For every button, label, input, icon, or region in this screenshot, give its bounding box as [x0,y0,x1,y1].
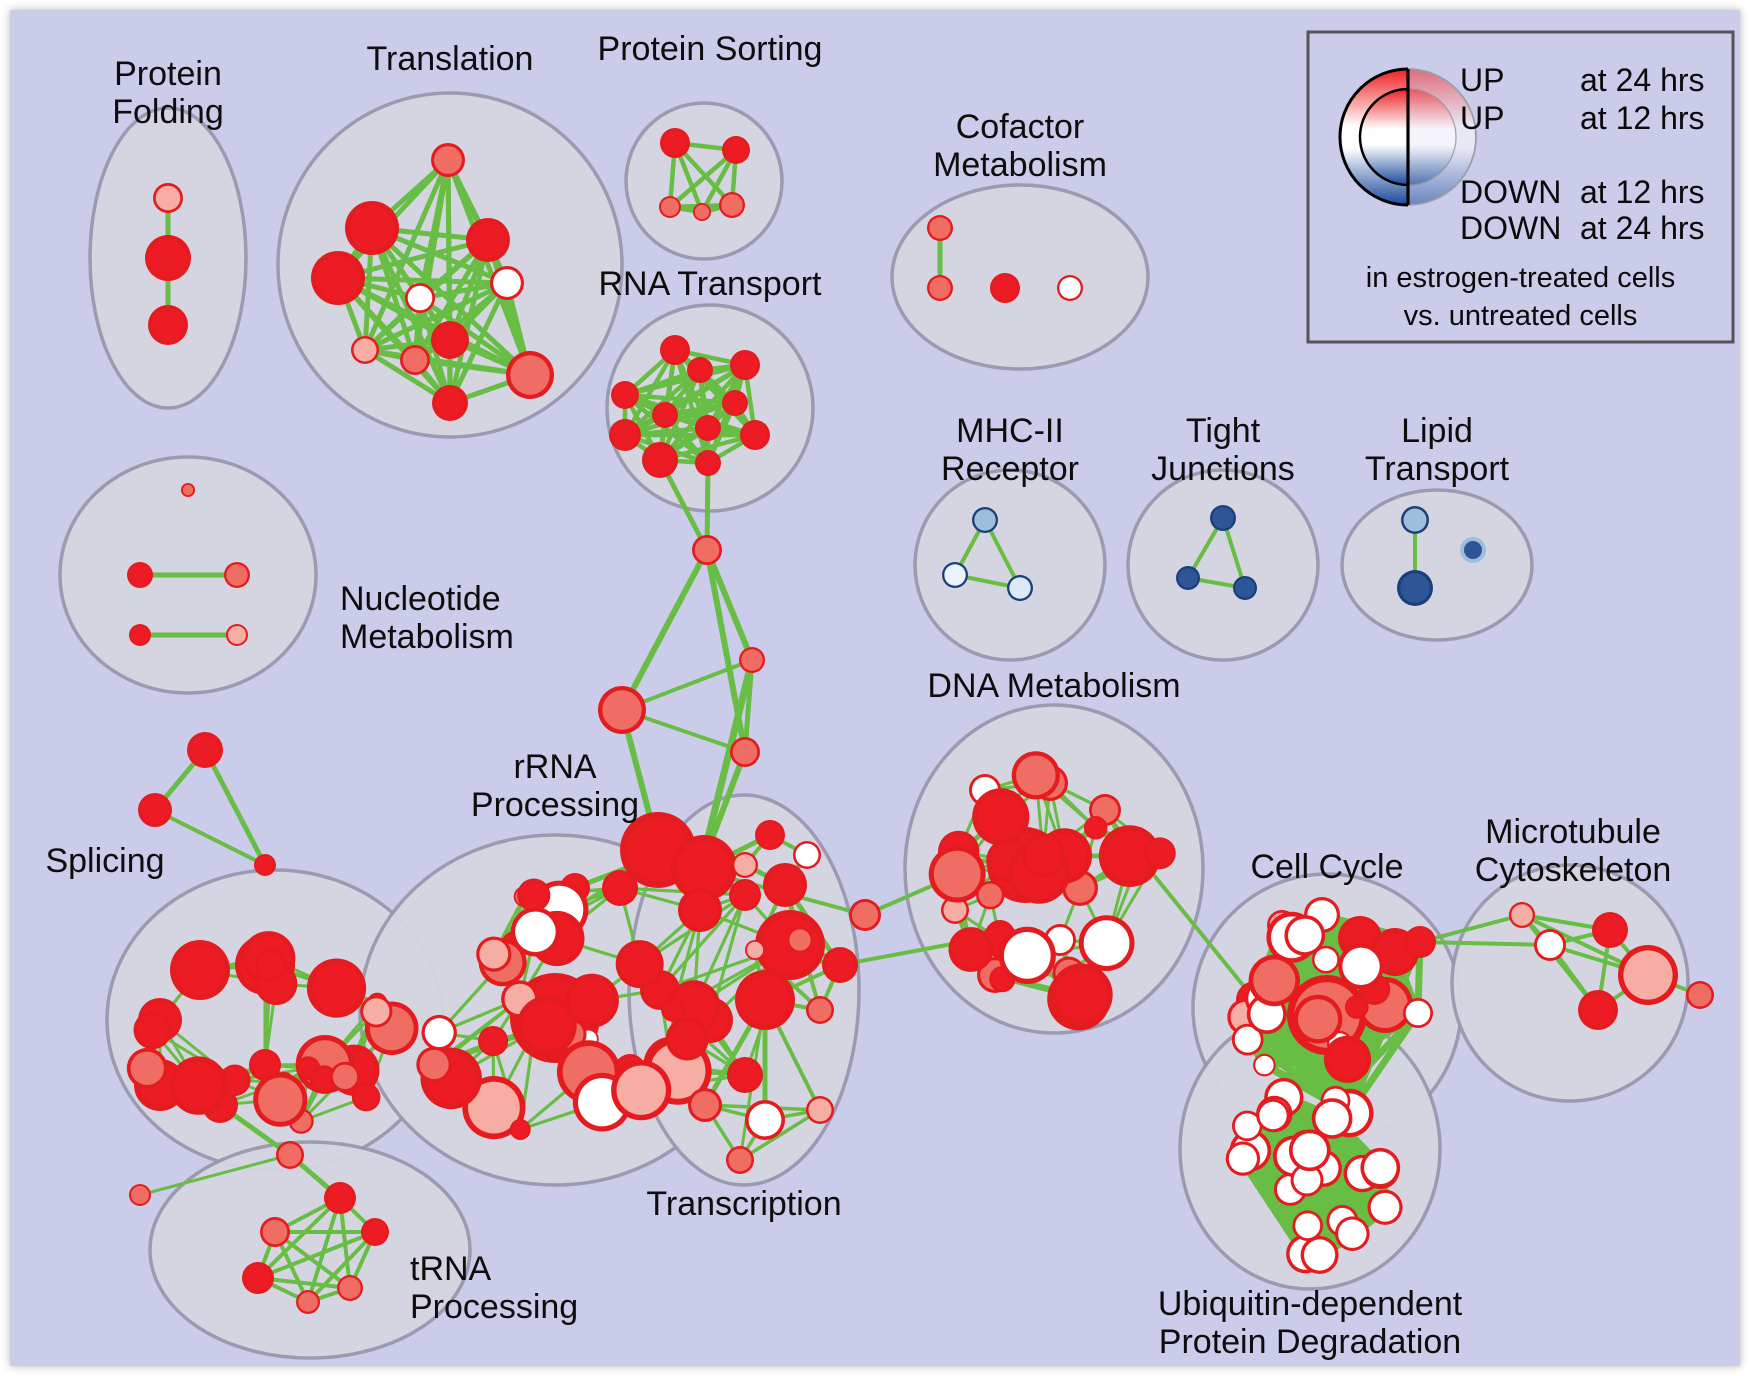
svg-text:Processing: Processing [410,1288,578,1326]
svg-text:at 24 hrs: at 24 hrs [1580,62,1705,98]
svg-text:Junctions: Junctions [1151,450,1295,488]
svg-text:Lipid: Lipid [1401,412,1473,450]
svg-text:Processing: Processing [471,786,639,824]
svg-text:MHC-II: MHC-II [956,412,1064,450]
svg-text:Splicing: Splicing [45,842,164,880]
svg-text:UP: UP [1460,100,1504,136]
svg-text:vs. untreated cells: vs. untreated cells [1404,300,1638,332]
svg-text:DNA Metabolism: DNA Metabolism [927,667,1180,705]
svg-text:at 12 hrs: at 12 hrs [1580,174,1705,210]
svg-text:Receptor: Receptor [941,450,1079,488]
svg-text:Protein Sorting: Protein Sorting [598,30,823,68]
svg-text:Translation: Translation [367,40,534,78]
svg-text:in estrogen-treated cells: in estrogen-treated cells [1366,262,1676,294]
svg-text:Cofactor: Cofactor [956,108,1085,146]
svg-text:DOWN: DOWN [1460,174,1561,210]
svg-text:Metabolism: Metabolism [933,146,1107,184]
svg-text:Folding: Folding [112,93,224,131]
svg-text:Ubiquitin-dependent: Ubiquitin-dependent [1158,1285,1463,1323]
svg-text:at 24 hrs: at 24 hrs [1580,210,1705,246]
svg-text:Protein Degradation: Protein Degradation [1159,1323,1461,1361]
svg-text:at 12 hrs: at 12 hrs [1580,100,1705,136]
svg-text:rRNA: rRNA [513,748,596,786]
svg-text:Microtubule: Microtubule [1485,813,1661,851]
svg-text:Cell Cycle: Cell Cycle [1250,848,1403,886]
svg-text:Tight: Tight [1186,412,1261,450]
svg-text:DOWN: DOWN [1460,210,1561,246]
svg-text:Transcription: Transcription [646,1185,841,1223]
svg-text:Nucleotide: Nucleotide [340,580,501,618]
svg-text:Metabolism: Metabolism [340,618,514,656]
svg-text:RNA Transport: RNA Transport [599,265,823,303]
svg-text:Transport: Transport [1365,450,1510,488]
svg-text:tRNA: tRNA [410,1250,492,1288]
svg-text:UP: UP [1460,62,1504,98]
svg-text:Cytoskeleton: Cytoskeleton [1475,851,1672,889]
svg-text:Protein: Protein [114,55,222,93]
